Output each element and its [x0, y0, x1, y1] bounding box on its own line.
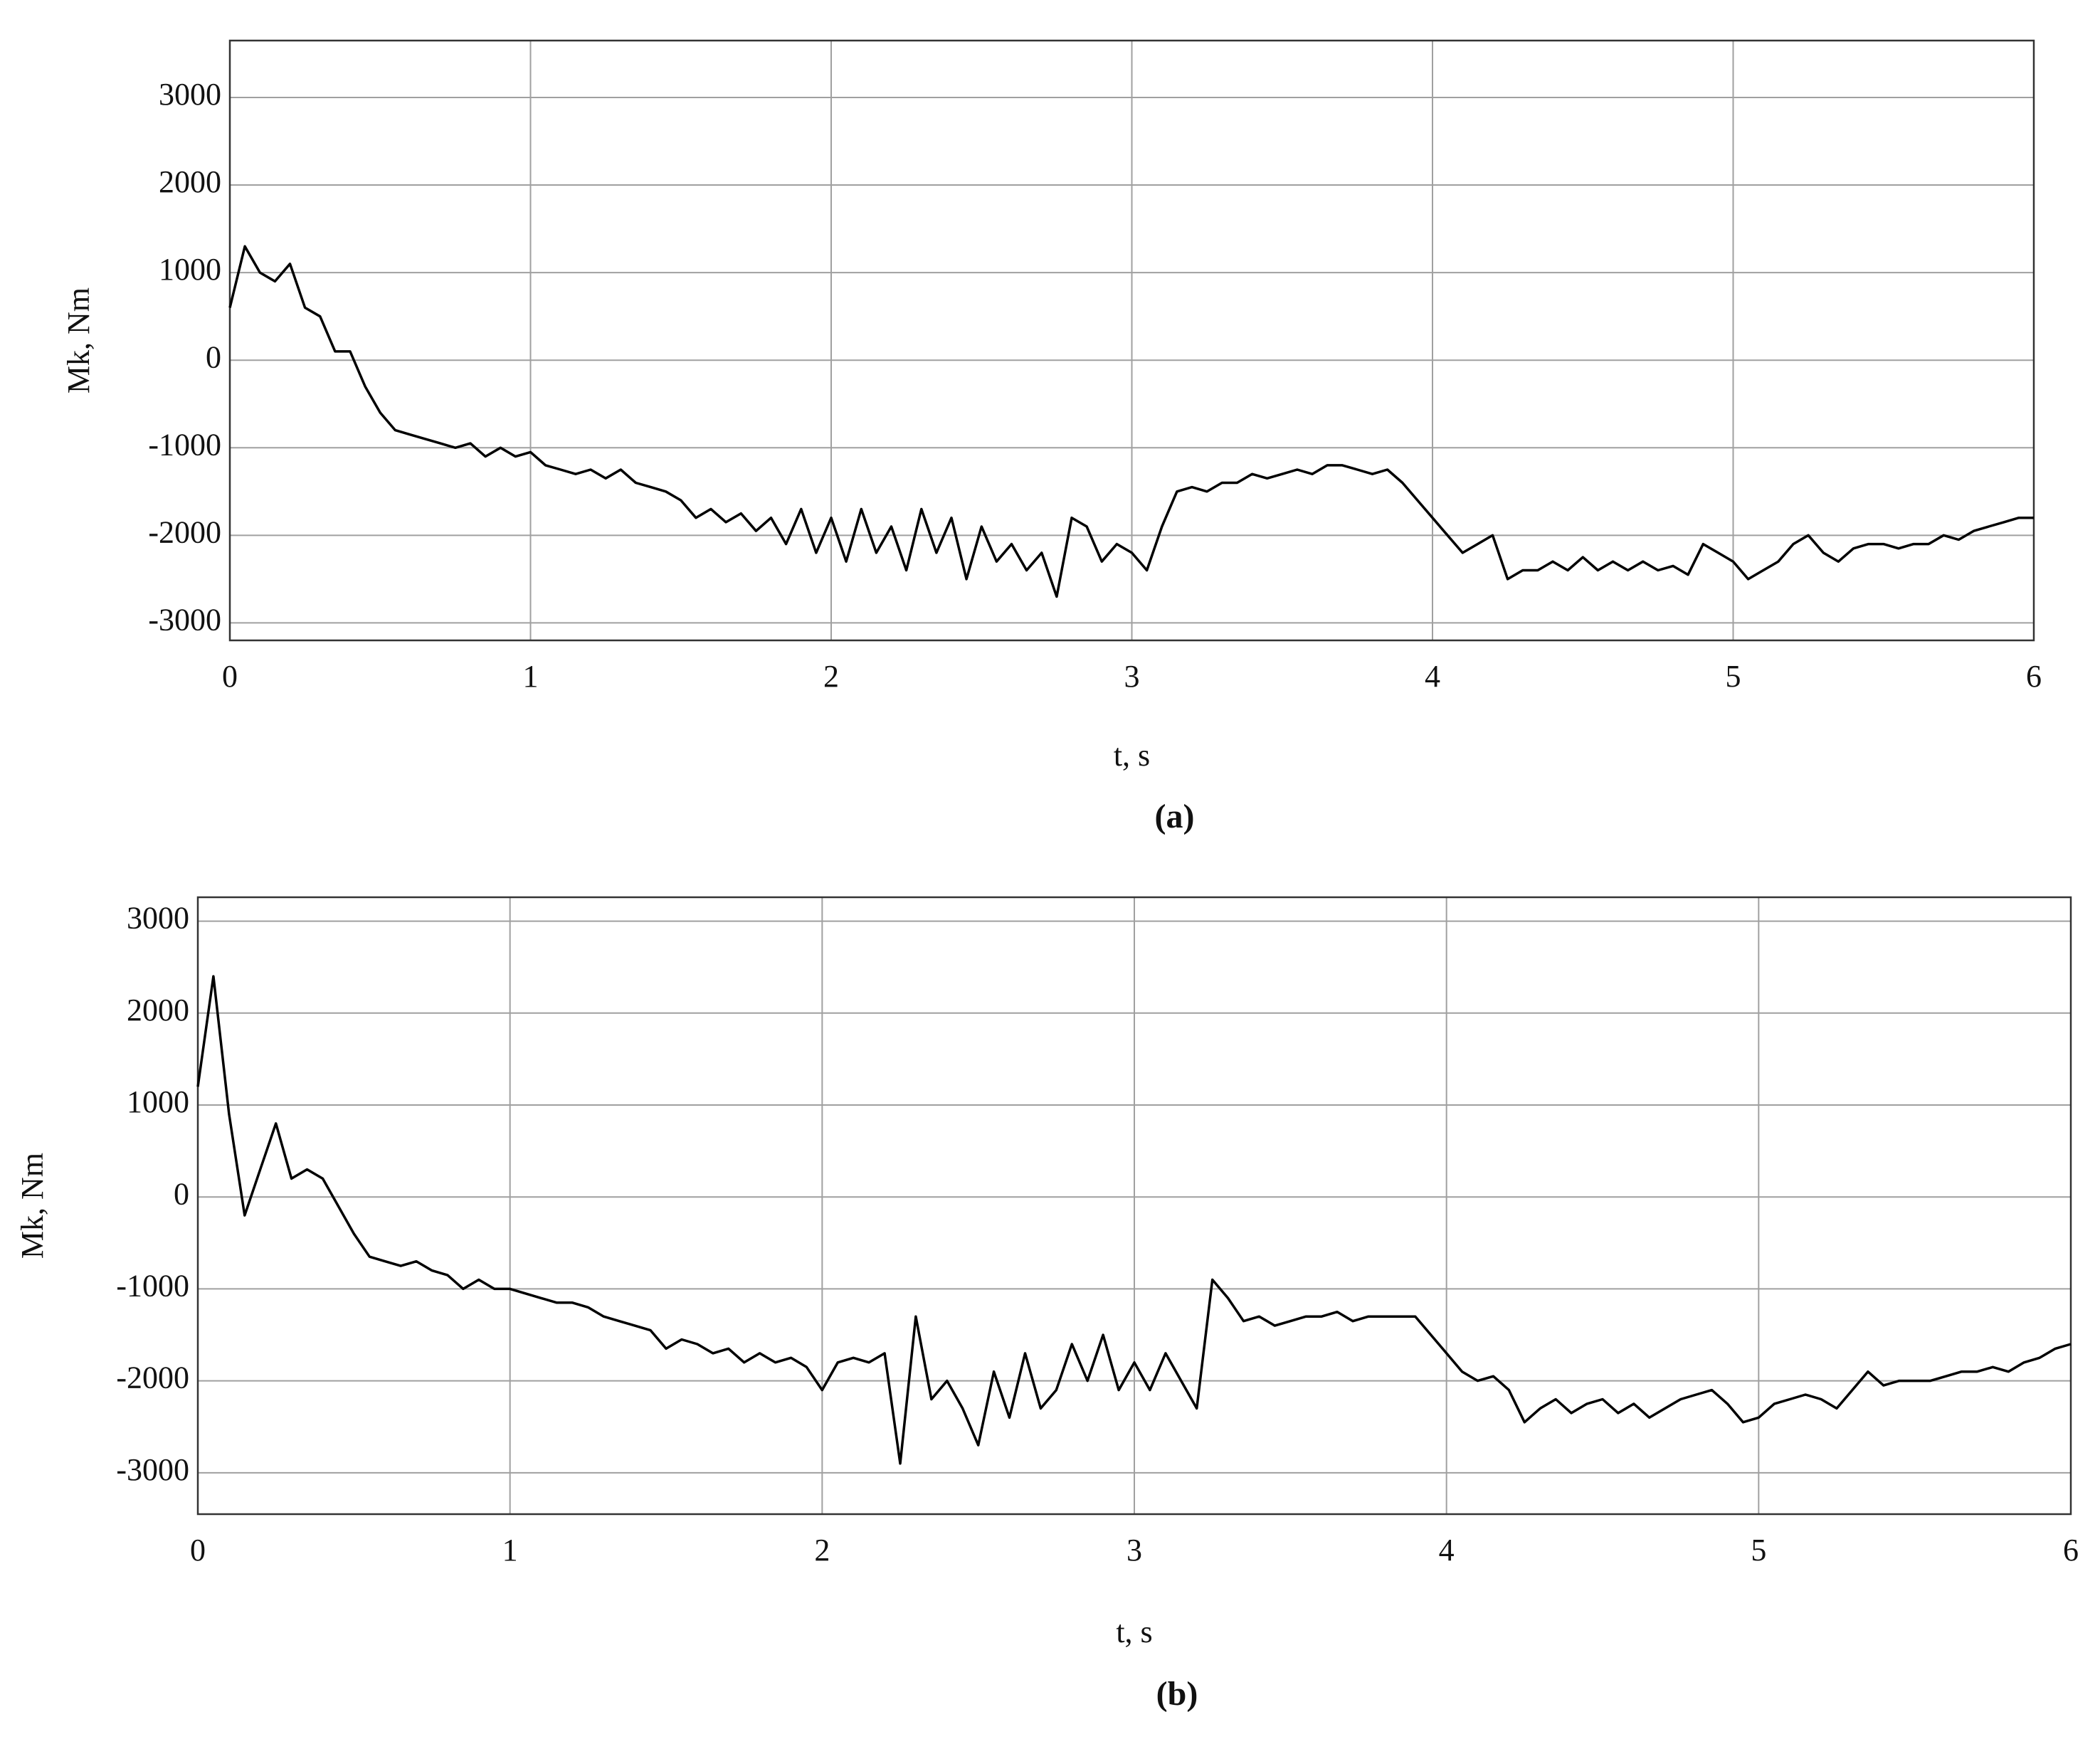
y-tick-label: -2000	[116, 1360, 189, 1395]
x-axis-label: t, s	[1116, 1614, 1152, 1649]
y-tick-label: 2000	[159, 164, 221, 199]
x-tick-label: 2	[814, 1533, 830, 1568]
caption: (a)	[1155, 798, 1195, 835]
x-tick-label: 0	[222, 659, 238, 694]
y-tick-label: 0	[174, 1176, 189, 1211]
x-tick-label: 3	[1126, 1533, 1142, 1568]
x-tick-label: 0	[190, 1533, 206, 1568]
y-axis-label: Mk, Nm	[61, 287, 96, 393]
y-tick-label: 3000	[159, 77, 221, 112]
y-tick-label: -3000	[116, 1452, 189, 1487]
plot-frame	[196, 896, 2072, 1516]
x-tick-label: 2	[823, 659, 839, 694]
x-tick-label: 5	[1751, 1533, 1766, 1568]
x-tick-label: 4	[1425, 659, 1440, 694]
x-axis-label: t, s	[1114, 738, 1150, 773]
y-tick-label: 1000	[159, 252, 221, 287]
x-tick-label: 6	[2063, 1533, 2079, 1568]
x-tick-label: 3	[1124, 659, 1140, 694]
plot-frame	[228, 39, 2035, 642]
y-tick-label: -2000	[148, 514, 221, 549]
y-tick-label: 1000	[127, 1084, 189, 1119]
data-line	[196, 975, 2072, 1465]
y-tick-label: 3000	[127, 901, 189, 936]
y-tick-label: 2000	[127, 993, 189, 1027]
caption: (b)	[1156, 1675, 1198, 1713]
y-tick-label: -1000	[116, 1269, 189, 1304]
x-tick-label: 4	[1439, 1533, 1455, 1568]
x-tick-label: 6	[2026, 659, 2042, 694]
data-line	[228, 245, 2034, 598]
y-axis-label: Mk, Nm	[15, 1153, 50, 1259]
y-tick-label: -1000	[148, 427, 221, 462]
x-tick-label: 5	[1726, 659, 1741, 694]
y-tick-label: 0	[206, 339, 221, 374]
x-tick-label: 1	[523, 659, 539, 694]
y-tick-label: -3000	[148, 602, 221, 637]
x-tick-label: 1	[502, 1533, 518, 1568]
